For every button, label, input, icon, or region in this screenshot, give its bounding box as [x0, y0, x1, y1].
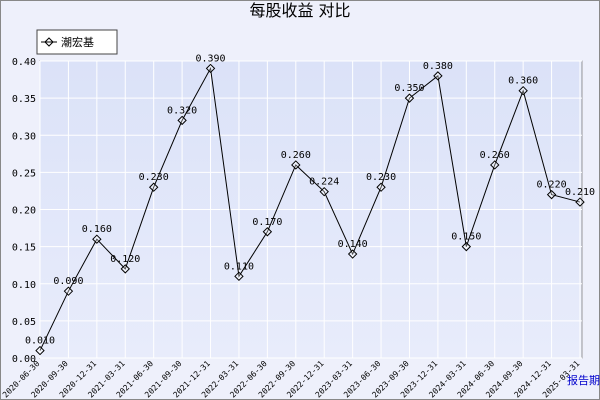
point-marker	[148, 182, 159, 192]
point-marker	[63, 286, 74, 296]
y-tick-label: 0.05	[12, 317, 36, 328]
point-marker	[291, 160, 301, 170]
data-label: 0.140	[338, 239, 368, 250]
legend: 潮宏基	[36, 29, 118, 55]
point-marker	[262, 227, 273, 237]
data-label: 0.320	[167, 105, 197, 116]
y-tick-label: 0.10	[12, 280, 36, 291]
legend-marker	[44, 37, 54, 47]
data-label: 0.170	[252, 217, 282, 228]
point-marker	[546, 189, 557, 200]
data-label: 0.350	[394, 83, 424, 94]
point-marker	[35, 345, 45, 356]
y-tick-label: 0.25	[12, 168, 36, 179]
point-marker	[177, 115, 187, 126]
point-marker	[575, 197, 585, 207]
data-label: 0.120	[110, 254, 140, 265]
data-label: 0.210	[565, 187, 595, 198]
data-label: 0.220	[537, 180, 567, 191]
data-label: 0.360	[508, 76, 538, 87]
point-marker	[92, 234, 102, 244]
y-tick-label: 0.40	[12, 57, 36, 68]
data-label: 0.224	[309, 177, 339, 188]
data-label: 0.380	[423, 61, 453, 72]
data-label: 0.230	[139, 172, 169, 183]
point-marker	[205, 63, 216, 74]
data-label: 0.260	[480, 150, 510, 161]
data-label: 0.010	[25, 336, 55, 347]
point-marker	[490, 160, 500, 170]
y-tick-label: 0.20	[12, 206, 36, 217]
x-axis-label: 报告期	[567, 373, 600, 387]
data-label: 0.150	[451, 232, 481, 243]
series-line	[39, 66, 581, 351]
chart-title: 每股收益 对比	[249, 1, 350, 20]
point-marker	[461, 241, 472, 252]
point-marker	[234, 271, 244, 282]
point-marker	[404, 93, 415, 103]
point-marker	[319, 186, 329, 197]
data-label: 0.390	[195, 53, 225, 64]
point-marker	[433, 71, 443, 81]
y-tick-label: 0.15	[12, 243, 36, 254]
point-marker	[347, 249, 358, 259]
y-tick-label: 0.30	[12, 131, 36, 142]
data-label: 0.160	[82, 224, 112, 235]
y-tick-label: 0.00	[12, 354, 36, 365]
data-label: 0.230	[366, 172, 396, 183]
point-marker	[518, 85, 528, 96]
data-label: 0.260	[281, 150, 311, 161]
point-marker	[120, 264, 130, 274]
legend-label: 潮宏基	[61, 35, 94, 49]
point-marker	[376, 182, 386, 192]
y-tick-label: 0.35	[12, 94, 36, 105]
data-label: 0.110	[224, 261, 254, 272]
data-label: 0.090	[53, 276, 83, 287]
